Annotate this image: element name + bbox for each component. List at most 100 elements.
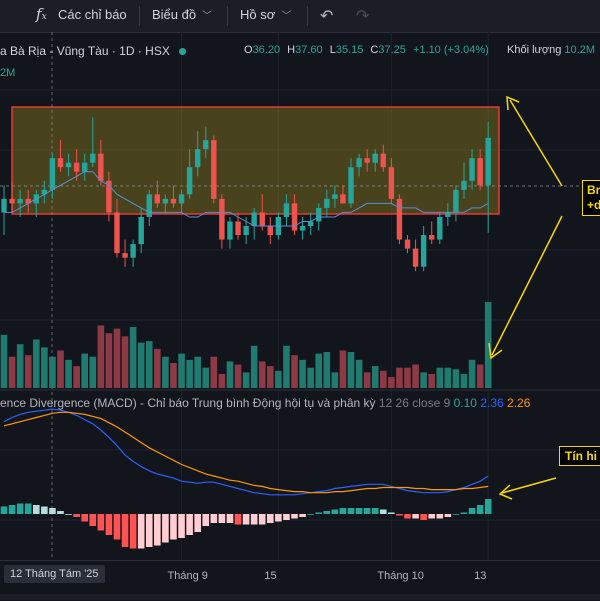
chart-type-button[interactable]: Biểu đồ ﹀ xyxy=(152,7,212,22)
candle-body xyxy=(194,149,201,168)
candle xyxy=(372,149,378,172)
volume-bar xyxy=(49,356,56,388)
volume-bar xyxy=(210,356,218,388)
histogram-bar xyxy=(323,511,331,514)
histogram-bar xyxy=(65,514,72,515)
candle-body xyxy=(380,153,386,168)
volume-bar xyxy=(81,353,88,388)
histogram-bar xyxy=(315,512,323,514)
candle xyxy=(57,140,64,172)
histogram-bar xyxy=(154,514,161,546)
symbol-title[interactable]: a Bà Rịa - Vũng Tàu · 1D · HSX xyxy=(0,44,170,58)
macd-title[interactable]: ence Divergence (MACD) - Chỉ báo Trung b… xyxy=(0,396,376,410)
histogram-bar xyxy=(267,514,274,523)
undo-icon[interactable]: ↶ xyxy=(320,8,334,25)
candle-body xyxy=(9,198,15,204)
candle-body xyxy=(372,153,378,163)
candle-body xyxy=(203,140,209,150)
candle xyxy=(203,126,209,159)
candle xyxy=(122,239,128,267)
candle xyxy=(380,144,386,172)
histogram-bar xyxy=(129,514,137,549)
candle xyxy=(356,153,362,177)
ohlc-values: O36.20 H37.60 L35.15 C37.25 +1.10 (+3.04… xyxy=(244,44,493,56)
volume-value: 10.2M xyxy=(564,44,595,56)
volume-bar xyxy=(137,342,145,388)
histogram-bar xyxy=(371,508,379,514)
candle-body xyxy=(461,180,467,190)
volume-bar xyxy=(404,367,411,388)
histogram-bar xyxy=(32,505,40,514)
candle xyxy=(267,216,274,245)
volume-bar xyxy=(145,341,153,388)
volume-bar xyxy=(468,359,476,388)
histogram-bar xyxy=(388,512,395,514)
candle xyxy=(340,185,346,204)
histogram-bar xyxy=(178,514,185,538)
histogram-bar xyxy=(468,508,476,514)
candle xyxy=(388,158,395,204)
histogram-bar xyxy=(452,514,460,515)
signal-annotation: Tín hi xyxy=(559,446,600,466)
histogram-bar xyxy=(170,514,177,540)
candle xyxy=(251,207,257,240)
profile-button[interactable]: Hồ sơ ﹀ xyxy=(240,7,291,22)
candle-body xyxy=(477,158,483,186)
time-axis-label: Tháng 10 xyxy=(377,570,424,582)
volume-bar xyxy=(484,302,492,388)
histogram-bar xyxy=(396,514,403,516)
volume-bar xyxy=(162,356,169,388)
candle xyxy=(445,203,451,226)
candle-body xyxy=(235,221,241,236)
breakout-text-line1: Bre xyxy=(587,183,600,197)
candle xyxy=(186,149,193,199)
indicators-button[interactable]: Các chỉ báo xyxy=(58,7,127,22)
function-icon[interactable]: fx xyxy=(36,5,47,23)
histogram-bar xyxy=(202,514,210,526)
histogram-bar xyxy=(105,514,113,535)
candle xyxy=(138,207,144,254)
close-key: C xyxy=(370,44,379,56)
candle xyxy=(130,239,136,267)
candle xyxy=(420,226,427,272)
candle-body xyxy=(211,140,217,199)
candle xyxy=(364,149,370,172)
volume-bar xyxy=(97,325,105,388)
volume-bar xyxy=(73,366,80,388)
candle-body xyxy=(307,221,314,226)
macd-settings: 12 26 close 9 xyxy=(378,396,451,410)
volume-bar xyxy=(323,352,331,388)
arrow-head xyxy=(498,484,513,500)
histogram-bar xyxy=(275,514,282,522)
volume-bar xyxy=(194,356,201,388)
redo-icon[interactable]: ↷ xyxy=(356,8,370,25)
candle-body xyxy=(364,158,370,163)
toolbar-divider xyxy=(307,6,308,26)
candle-body xyxy=(243,226,249,236)
histogram-bar xyxy=(258,514,266,525)
volume-bar xyxy=(105,333,113,388)
histogram-bar xyxy=(291,514,298,519)
time-axis[interactable]: Tháng 9 15 Tháng 10 13 xyxy=(0,560,600,601)
candle xyxy=(412,239,419,272)
volume-bar xyxy=(291,355,298,388)
candle-body xyxy=(57,158,64,168)
candle-body xyxy=(437,216,443,240)
volume-bars xyxy=(0,302,492,388)
candle-body xyxy=(469,158,475,181)
macd-line-value: 2.36 xyxy=(480,396,504,410)
volume-bar xyxy=(420,372,427,388)
arrow-to-volume xyxy=(491,215,563,356)
top-toolbar: fx Các chỉ báo Biểu đồ ﹀ Hồ sơ ﹀ ↶ ↷ xyxy=(0,0,600,33)
histogram-bar xyxy=(145,514,153,547)
volume-bar xyxy=(315,353,323,388)
volume-bar xyxy=(267,366,274,388)
time-axis-label: Tháng 9 xyxy=(167,570,208,582)
candle xyxy=(41,180,48,204)
toolbar-divider xyxy=(139,6,140,26)
volume-bar xyxy=(0,334,8,388)
volume-bar xyxy=(16,344,24,388)
histogram-bar xyxy=(73,514,80,517)
candle-body xyxy=(154,194,161,204)
